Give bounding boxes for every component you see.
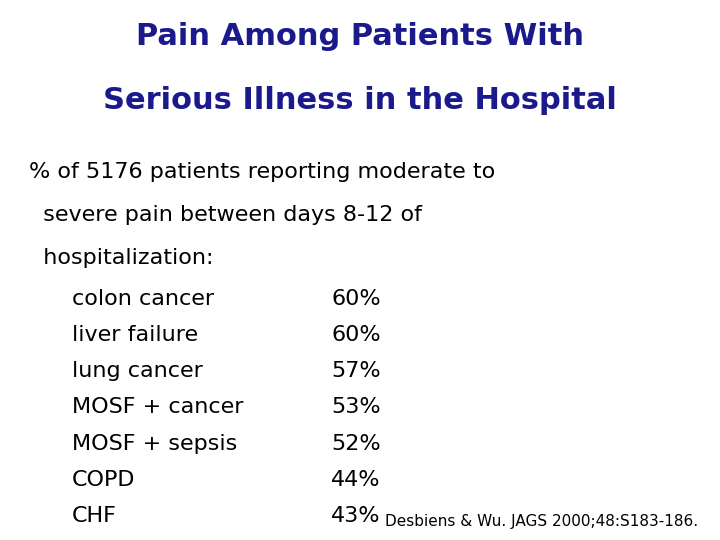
Text: 60%: 60% <box>331 289 381 309</box>
Text: Serious Illness in the Hospital: Serious Illness in the Hospital <box>103 86 617 116</box>
Text: % of 5176 patients reporting moderate to: % of 5176 patients reporting moderate to <box>29 162 495 182</box>
Text: liver failure: liver failure <box>72 325 198 345</box>
Text: COPD: COPD <box>72 470 135 490</box>
Text: severe pain between days 8-12 of: severe pain between days 8-12 of <box>29 205 422 225</box>
Text: 53%: 53% <box>331 397 381 417</box>
Text: lung cancer: lung cancer <box>72 361 203 381</box>
Text: 60%: 60% <box>331 325 381 345</box>
Text: CHF: CHF <box>72 506 117 526</box>
Text: Desbiens & Wu. JAGS 2000;48:S183-186.: Desbiens & Wu. JAGS 2000;48:S183-186. <box>385 514 698 529</box>
Text: 57%: 57% <box>331 361 381 381</box>
Text: Pain Among Patients With: Pain Among Patients With <box>136 22 584 51</box>
Text: colon cancer: colon cancer <box>72 289 214 309</box>
Text: 44%: 44% <box>331 470 381 490</box>
Text: severe pain: severe pain <box>0 539 1 540</box>
Text: 43%: 43% <box>331 506 381 526</box>
Text: hospitalization:: hospitalization: <box>29 248 213 268</box>
Text: 52%: 52% <box>331 434 381 454</box>
Text: severe pain between days 8-12: severe pain between days 8-12 <box>0 539 1 540</box>
Text: MOSF + sepsis: MOSF + sepsis <box>72 434 238 454</box>
Text: MOSF + cancer: MOSF + cancer <box>72 397 243 417</box>
